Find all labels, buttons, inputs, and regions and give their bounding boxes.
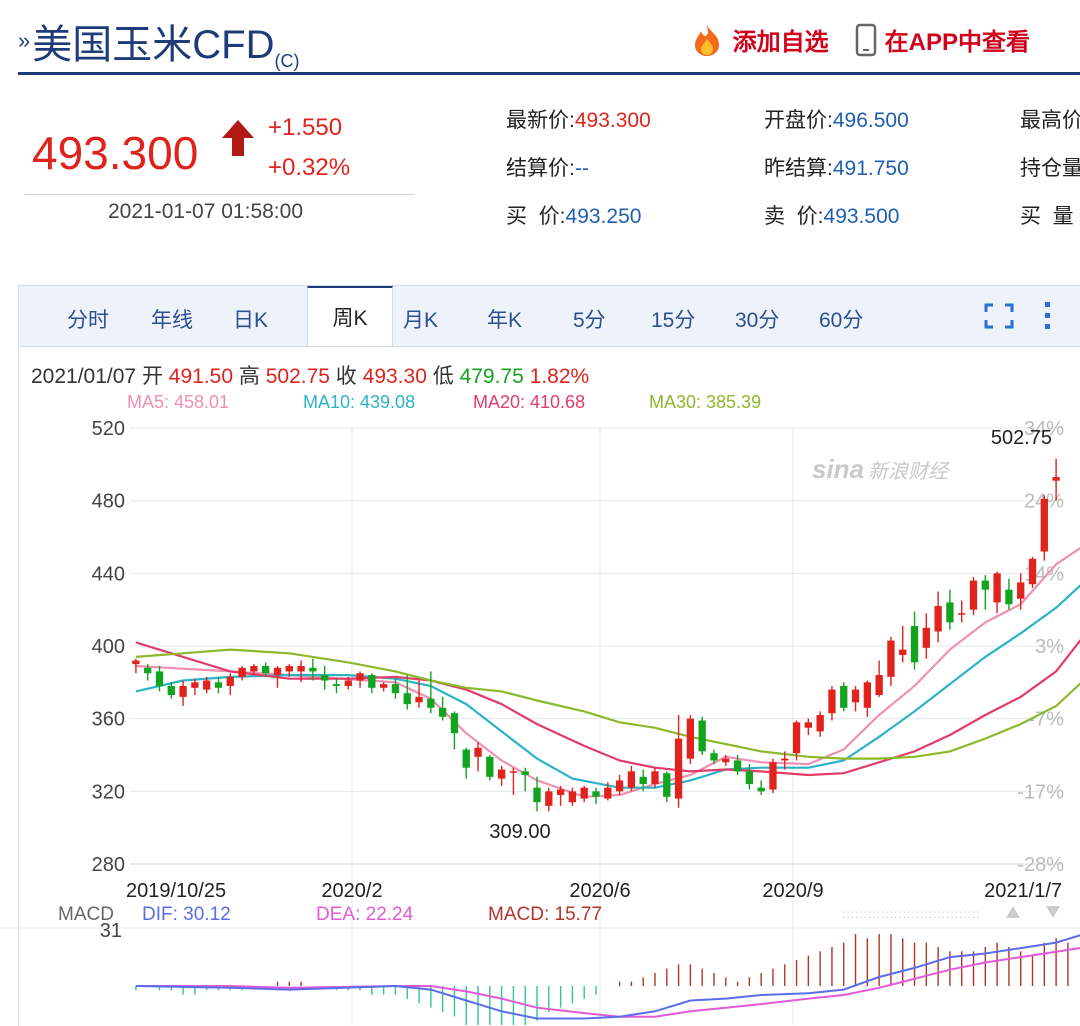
quote-field-value: 491.750 — [832, 157, 909, 180]
quote-field: 开盘价:496.500 — [764, 104, 909, 134]
quote-field-label: 买 价: — [506, 205, 566, 228]
instrument-code: (C) — [274, 51, 300, 71]
instrument-name: 美国玉米CFD — [32, 23, 275, 67]
quote-datetime: 2021-01-07 01:58:00 — [108, 200, 303, 223]
quote-field: 昨结算:491.750 — [764, 152, 909, 182]
page-title: »美国玉米CFD(C) — [18, 12, 299, 72]
quote-field-value: -- — [574, 157, 589, 180]
high-value: 502.75 — [265, 365, 330, 388]
tab-period[interactable]: 周K — [307, 286, 393, 346]
quote-field: 卖 价:493.500 — [764, 200, 899, 230]
low-value: 479.75 — [459, 365, 524, 388]
add-favorite-label: 添加自选 — [732, 29, 829, 56]
quote-field: 买 量 — [1020, 200, 1074, 230]
view-in-app-label: 在APP中查看 — [884, 29, 1030, 56]
quote-field-value: 493.300 — [574, 109, 651, 132]
quote-field-label: 结算价: — [506, 157, 575, 180]
price-change: +1.550 — [268, 114, 343, 141]
tab-period[interactable]: 5分 — [573, 309, 606, 332]
more-menu-icon[interactable] — [1043, 300, 1053, 330]
quote-field: 持仓量 — [1020, 152, 1080, 182]
view-in-app-button[interactable]: 在APP中查看 — [855, 22, 1030, 57]
tab-period[interactable]: 月K — [403, 309, 439, 332]
close-value: 493.30 — [362, 365, 427, 388]
tab-period[interactable]: 日K — [233, 309, 269, 332]
quote-field: 结算价:-- — [506, 152, 589, 182]
quote-field-label: 卖 价: — [764, 205, 824, 228]
quote-field: 买 价:493.250 — [506, 200, 641, 230]
ma-legend-item: MA10: 439.08 — [303, 392, 416, 412]
ma-legend-item: MA30: 385.39 — [649, 392, 762, 412]
ohlc-readout: 2021/01/07 开 491.50 高 502.75 收 493.30 低 … — [31, 360, 589, 390]
ma-legend-item: MA5: 458.01 — [127, 392, 230, 412]
header-actions: 添加自选 在APP中查看 — [689, 22, 1030, 57]
quote-field-label: 买 量 — [1020, 205, 1074, 228]
fullscreen-icon[interactable] — [984, 303, 1014, 329]
quote-field-value: 496.500 — [832, 109, 909, 132]
low-label: 低 — [432, 365, 454, 388]
close-label: 收 — [335, 365, 357, 388]
up-arrow-icon — [222, 120, 254, 156]
tab-period[interactable]: 分时 — [67, 309, 109, 332]
last-price: 493.300 — [32, 127, 199, 179]
quote-field-value: 493.500 — [823, 205, 900, 228]
quote-field-label: 昨结算: — [764, 157, 833, 180]
quote-field-label: 最新价: — [506, 109, 575, 132]
quote-field-label: 开盘价: — [764, 109, 833, 132]
quote-field: 最高价 — [1020, 104, 1080, 134]
phone-icon — [855, 23, 876, 56]
chart-panel: 分时 年线 日K 周K 月K 年K 5分 15分 30分 60分 2021/01/07 开 491… — [18, 285, 1080, 1026]
tab-period[interactable]: 年线 — [151, 309, 193, 332]
ohlc-date: 2021/01/07 — [31, 365, 137, 388]
quote-field-value: 493.250 — [565, 205, 642, 228]
price-box: 493.300 +1.550 +0.32% — [24, 96, 414, 195]
header-bar — [18, 0, 1080, 75]
quote-field-label: 最高价 — [1020, 109, 1080, 132]
quote-field-label: 持仓量 — [1020, 157, 1080, 180]
quote-field: 最新价:493.300 — [506, 104, 651, 134]
tab-period[interactable]: 15分 — [651, 309, 696, 332]
price-change-pct: +0.32% — [268, 154, 351, 181]
pct-value: 1.82% — [529, 365, 590, 388]
tab-period[interactable]: 年K — [487, 309, 523, 332]
add-favorite-button[interactable]: 添加自选 — [689, 22, 829, 57]
open-value: 491.50 — [168, 365, 234, 388]
tab-period[interactable]: 60分 — [819, 309, 864, 332]
tab-period[interactable]: 30分 — [735, 309, 780, 332]
open-label: 开 — [141, 365, 163, 388]
high-label: 高 — [238, 365, 260, 388]
fire-icon — [694, 24, 719, 56]
ma-legend-item: MA20: 410.68 — [473, 392, 586, 412]
period-tabs: 分时 年线 日K 周K 月K 年K 5分 15分 30分 60分 — [19, 286, 1080, 347]
double-chevron-icon: » — [18, 28, 31, 53]
